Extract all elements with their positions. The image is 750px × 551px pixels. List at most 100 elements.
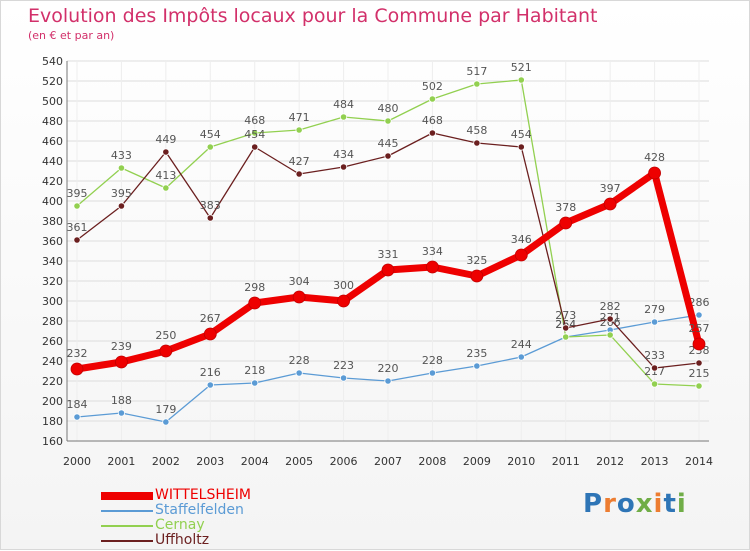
data-point [517, 76, 525, 84]
data-label: 454 [244, 128, 265, 141]
x-tick-label: 2013 [641, 455, 669, 468]
data-point [159, 344, 173, 358]
y-tick-label: 400 [42, 195, 63, 208]
x-tick-label: 2014 [685, 455, 713, 468]
data-label: 395 [67, 187, 88, 200]
x-tick-label: 2012 [596, 455, 624, 468]
y-tick-label: 240 [42, 355, 63, 368]
data-label: 331 [378, 248, 399, 261]
x-tick-label: 2010 [507, 455, 535, 468]
data-point [337, 294, 350, 308]
data-label: 433 [111, 149, 132, 162]
x-tick-label: 2006 [330, 455, 358, 468]
data-point [117, 164, 126, 172]
data-label: 184 [67, 398, 88, 411]
logo-letter: P [583, 489, 604, 519]
x-tick-label: 2011 [552, 455, 580, 468]
logo-letter: i [653, 489, 664, 519]
data-label: 235 [466, 347, 487, 360]
data-point [517, 143, 525, 151]
data-point [384, 377, 392, 385]
data-label: 434 [333, 148, 354, 161]
data-point [470, 269, 484, 283]
data-point [606, 331, 614, 339]
data-label: 334 [422, 245, 443, 258]
data-point [117, 202, 126, 210]
data-label: 445 [378, 137, 399, 150]
legend-swatch [101, 510, 153, 512]
data-point [562, 333, 570, 341]
data-label: 215 [689, 367, 710, 380]
data-point [695, 311, 703, 319]
data-label: 521 [511, 61, 532, 74]
data-point [162, 418, 170, 426]
data-point [162, 148, 170, 156]
data-point [562, 324, 570, 332]
data-point [339, 163, 348, 171]
y-tick-label: 360 [42, 235, 63, 248]
data-label: 239 [111, 340, 132, 353]
y-tick-label: 520 [42, 75, 63, 88]
data-point [650, 364, 659, 372]
data-point [251, 129, 259, 137]
data-point [251, 379, 259, 387]
data-point [692, 337, 706, 351]
data-point [695, 382, 703, 390]
logo-letter: t [663, 489, 677, 519]
y-tick-label: 420 [42, 175, 63, 188]
data-point [648, 166, 661, 180]
chart-title: Evolution des Impôts locaux pour la Comm… [28, 5, 598, 27]
data-point [295, 170, 303, 178]
data-label: 468 [422, 114, 443, 127]
data-point [650, 318, 659, 326]
data-point [473, 362, 481, 370]
data-point [251, 143, 259, 151]
y-tick-label: 180 [42, 415, 63, 428]
data-label: 267 [200, 312, 221, 325]
data-point [428, 95, 437, 103]
y-tick-label: 260 [42, 335, 63, 348]
y-tick-label: 160 [42, 435, 63, 448]
data-point [295, 369, 303, 377]
x-tick-label: 2007 [374, 455, 402, 468]
data-label: 223 [333, 359, 354, 372]
data-label: 502 [422, 80, 443, 93]
legend-swatch [101, 540, 153, 542]
data-point [73, 202, 81, 210]
data-point [206, 143, 214, 151]
x-tick-label: 2008 [418, 455, 446, 468]
data-point [381, 263, 395, 277]
data-label: 304 [289, 275, 310, 288]
legend-label: Cernay [155, 517, 205, 533]
x-tick-label: 2000 [63, 455, 91, 468]
y-tick-label: 380 [42, 215, 63, 228]
data-point [339, 113, 348, 121]
data-point [473, 80, 481, 88]
legend-swatch [101, 525, 153, 527]
y-tick-label: 440 [42, 155, 63, 168]
data-label: 282 [600, 300, 621, 313]
data-label: 454 [200, 128, 221, 141]
x-tick-label: 2002 [152, 455, 180, 468]
data-label: 218 [244, 364, 265, 377]
data-label: 458 [466, 124, 487, 137]
logo-letter: i [676, 489, 687, 519]
data-label: 325 [466, 254, 487, 267]
data-label: 273 [555, 309, 576, 322]
data-point [203, 327, 217, 341]
data-point [603, 197, 617, 211]
data-point [206, 381, 214, 389]
data-label: 484 [333, 98, 354, 111]
x-tick-label: 2004 [241, 455, 269, 468]
chart-subtitle: (en € et par an) [28, 29, 115, 42]
data-label: 232 [67, 347, 88, 360]
data-point [73, 413, 81, 421]
data-point [339, 374, 348, 382]
data-point [162, 184, 170, 192]
data-label: 228 [289, 354, 310, 367]
data-label: 257 [689, 322, 710, 335]
data-label: 427 [289, 155, 310, 168]
data-point [292, 290, 306, 304]
x-tick-label: 2001 [107, 455, 135, 468]
